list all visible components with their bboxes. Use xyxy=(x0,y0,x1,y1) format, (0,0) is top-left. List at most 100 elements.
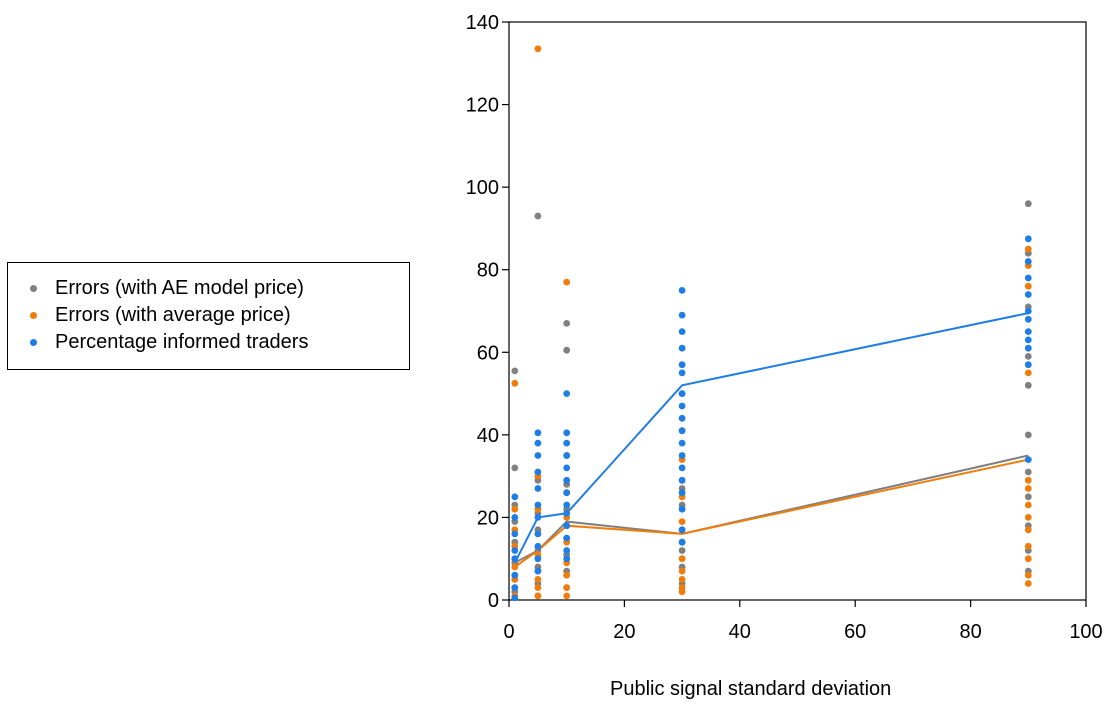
data-point-series-2 xyxy=(534,542,542,550)
data-point-series-1 xyxy=(1024,369,1032,377)
data-point-series-0 xyxy=(1024,493,1032,501)
data-point-series-2 xyxy=(534,555,542,563)
legend-label: Errors (with average price) xyxy=(55,304,291,326)
data-point-series-0 xyxy=(563,320,571,327)
x-axis-title: Public signal standard deviation xyxy=(610,678,892,700)
data-point-series-1 xyxy=(534,584,542,591)
data-point-series-1 xyxy=(563,592,571,600)
legend-label: Errors (with AE model price) xyxy=(55,277,304,299)
data-point-series-1 xyxy=(534,576,542,583)
data-point-series-2 xyxy=(1024,315,1032,323)
data-point-series-0 xyxy=(511,367,519,375)
data-point-series-2 xyxy=(534,468,542,476)
data-point-series-2 xyxy=(534,501,542,509)
data-point-series-2 xyxy=(678,476,686,484)
data-point-series-2 xyxy=(1024,328,1032,335)
legend: Errors (with AE model price) Errors (wit… xyxy=(7,262,410,370)
data-point-series-2 xyxy=(563,439,571,447)
data-point-series-0 xyxy=(1024,468,1032,476)
data-point-series-2 xyxy=(678,464,686,472)
data-point-series-1 xyxy=(1024,580,1032,587)
data-point-series-1 xyxy=(563,278,571,286)
data-point-series-2 xyxy=(534,439,542,447)
data-point-series-2 xyxy=(678,328,686,335)
data-point-series-2 xyxy=(1024,235,1032,243)
x-tick-label: 100 xyxy=(1069,621,1102,643)
data-point-series-1 xyxy=(1024,476,1032,484)
data-point-series-1 xyxy=(678,576,686,583)
data-point-series-2 xyxy=(563,534,571,542)
legend-entry-average-price-errors: Errors (with average price) xyxy=(8,302,409,329)
data-point-series-2 xyxy=(1024,291,1032,298)
data-point-series-2 xyxy=(678,427,686,435)
x-tick-label: 0 xyxy=(503,621,514,643)
data-point-series-1 xyxy=(678,518,686,525)
data-point-series-1 xyxy=(678,555,686,563)
y-tick-label: 20 xyxy=(477,507,499,529)
data-point-series-2 xyxy=(678,452,686,459)
y-tick-label: 140 xyxy=(466,12,499,34)
data-point-series-2 xyxy=(511,514,519,521)
data-point-series-0 xyxy=(1024,381,1032,389)
data-point-series-2 xyxy=(563,555,571,563)
x-tick-label: 20 xyxy=(613,621,635,643)
y-tick-label: 80 xyxy=(477,260,499,282)
data-point-series-1 xyxy=(534,592,542,600)
data-point-series-2 xyxy=(563,489,571,497)
data-point-series-1 xyxy=(1024,485,1032,492)
legend-marker-icon xyxy=(30,312,37,319)
legend-marker-icon xyxy=(30,339,37,346)
mean-line-series-0 xyxy=(514,454,1029,564)
data-point-series-2 xyxy=(534,429,542,437)
data-point-series-1 xyxy=(678,588,686,596)
data-point-series-1 xyxy=(1024,514,1032,521)
x-tick-label: 60 xyxy=(844,621,866,643)
data-point-series-1 xyxy=(1024,571,1032,579)
data-point-series-0 xyxy=(1024,431,1032,439)
data-point-series-2 xyxy=(1024,344,1032,352)
data-point-series-2 xyxy=(1024,274,1032,282)
data-point-series-2 xyxy=(511,555,519,563)
data-point-series-1 xyxy=(1024,245,1032,253)
data-point-series-2 xyxy=(678,287,686,294)
plot-frame xyxy=(508,21,1087,601)
data-point-series-2 xyxy=(563,547,571,554)
data-point-series-2 xyxy=(563,464,571,472)
data-point-series-2 xyxy=(563,452,571,459)
data-point-series-0 xyxy=(1024,200,1032,208)
x-tick-label: 40 xyxy=(729,621,751,643)
y-tick-label: 0 xyxy=(488,590,499,612)
data-point-series-2 xyxy=(678,311,686,319)
data-point-series-2 xyxy=(678,439,686,447)
data-point-series-2 xyxy=(678,390,686,397)
data-point-series-2 xyxy=(511,547,519,554)
data-point-series-2 xyxy=(1024,361,1032,369)
legend-entry-informed-traders: Percentage informed traders xyxy=(8,329,409,356)
data-point-series-1 xyxy=(1024,555,1032,563)
data-point-series-1 xyxy=(1024,501,1032,509)
data-point-series-2 xyxy=(563,509,571,517)
y-tick-label: 100 xyxy=(466,177,499,199)
data-point-series-2 xyxy=(511,493,519,501)
data-point-series-1 xyxy=(511,563,519,571)
data-point-series-2 xyxy=(511,571,519,579)
data-point-series-1 xyxy=(563,584,571,591)
data-point-series-1 xyxy=(511,379,519,387)
data-point-series-2 xyxy=(678,414,686,422)
data-point-series-2 xyxy=(534,530,542,538)
data-point-series-2 xyxy=(534,485,542,492)
data-point-series-0 xyxy=(1024,353,1032,360)
data-point-series-2 xyxy=(511,584,519,591)
data-point-series-1 xyxy=(511,505,519,513)
data-point-series-2 xyxy=(678,344,686,352)
data-point-series-2 xyxy=(1024,456,1032,463)
data-point-series-1 xyxy=(1024,282,1032,290)
data-point-series-2 xyxy=(678,402,686,410)
data-point-series-2 xyxy=(563,522,571,530)
legend-label: Percentage informed traders xyxy=(55,331,309,353)
x-tick-label: 80 xyxy=(959,621,981,643)
data-point-series-2 xyxy=(678,489,686,497)
data-point-series-2 xyxy=(563,390,571,397)
